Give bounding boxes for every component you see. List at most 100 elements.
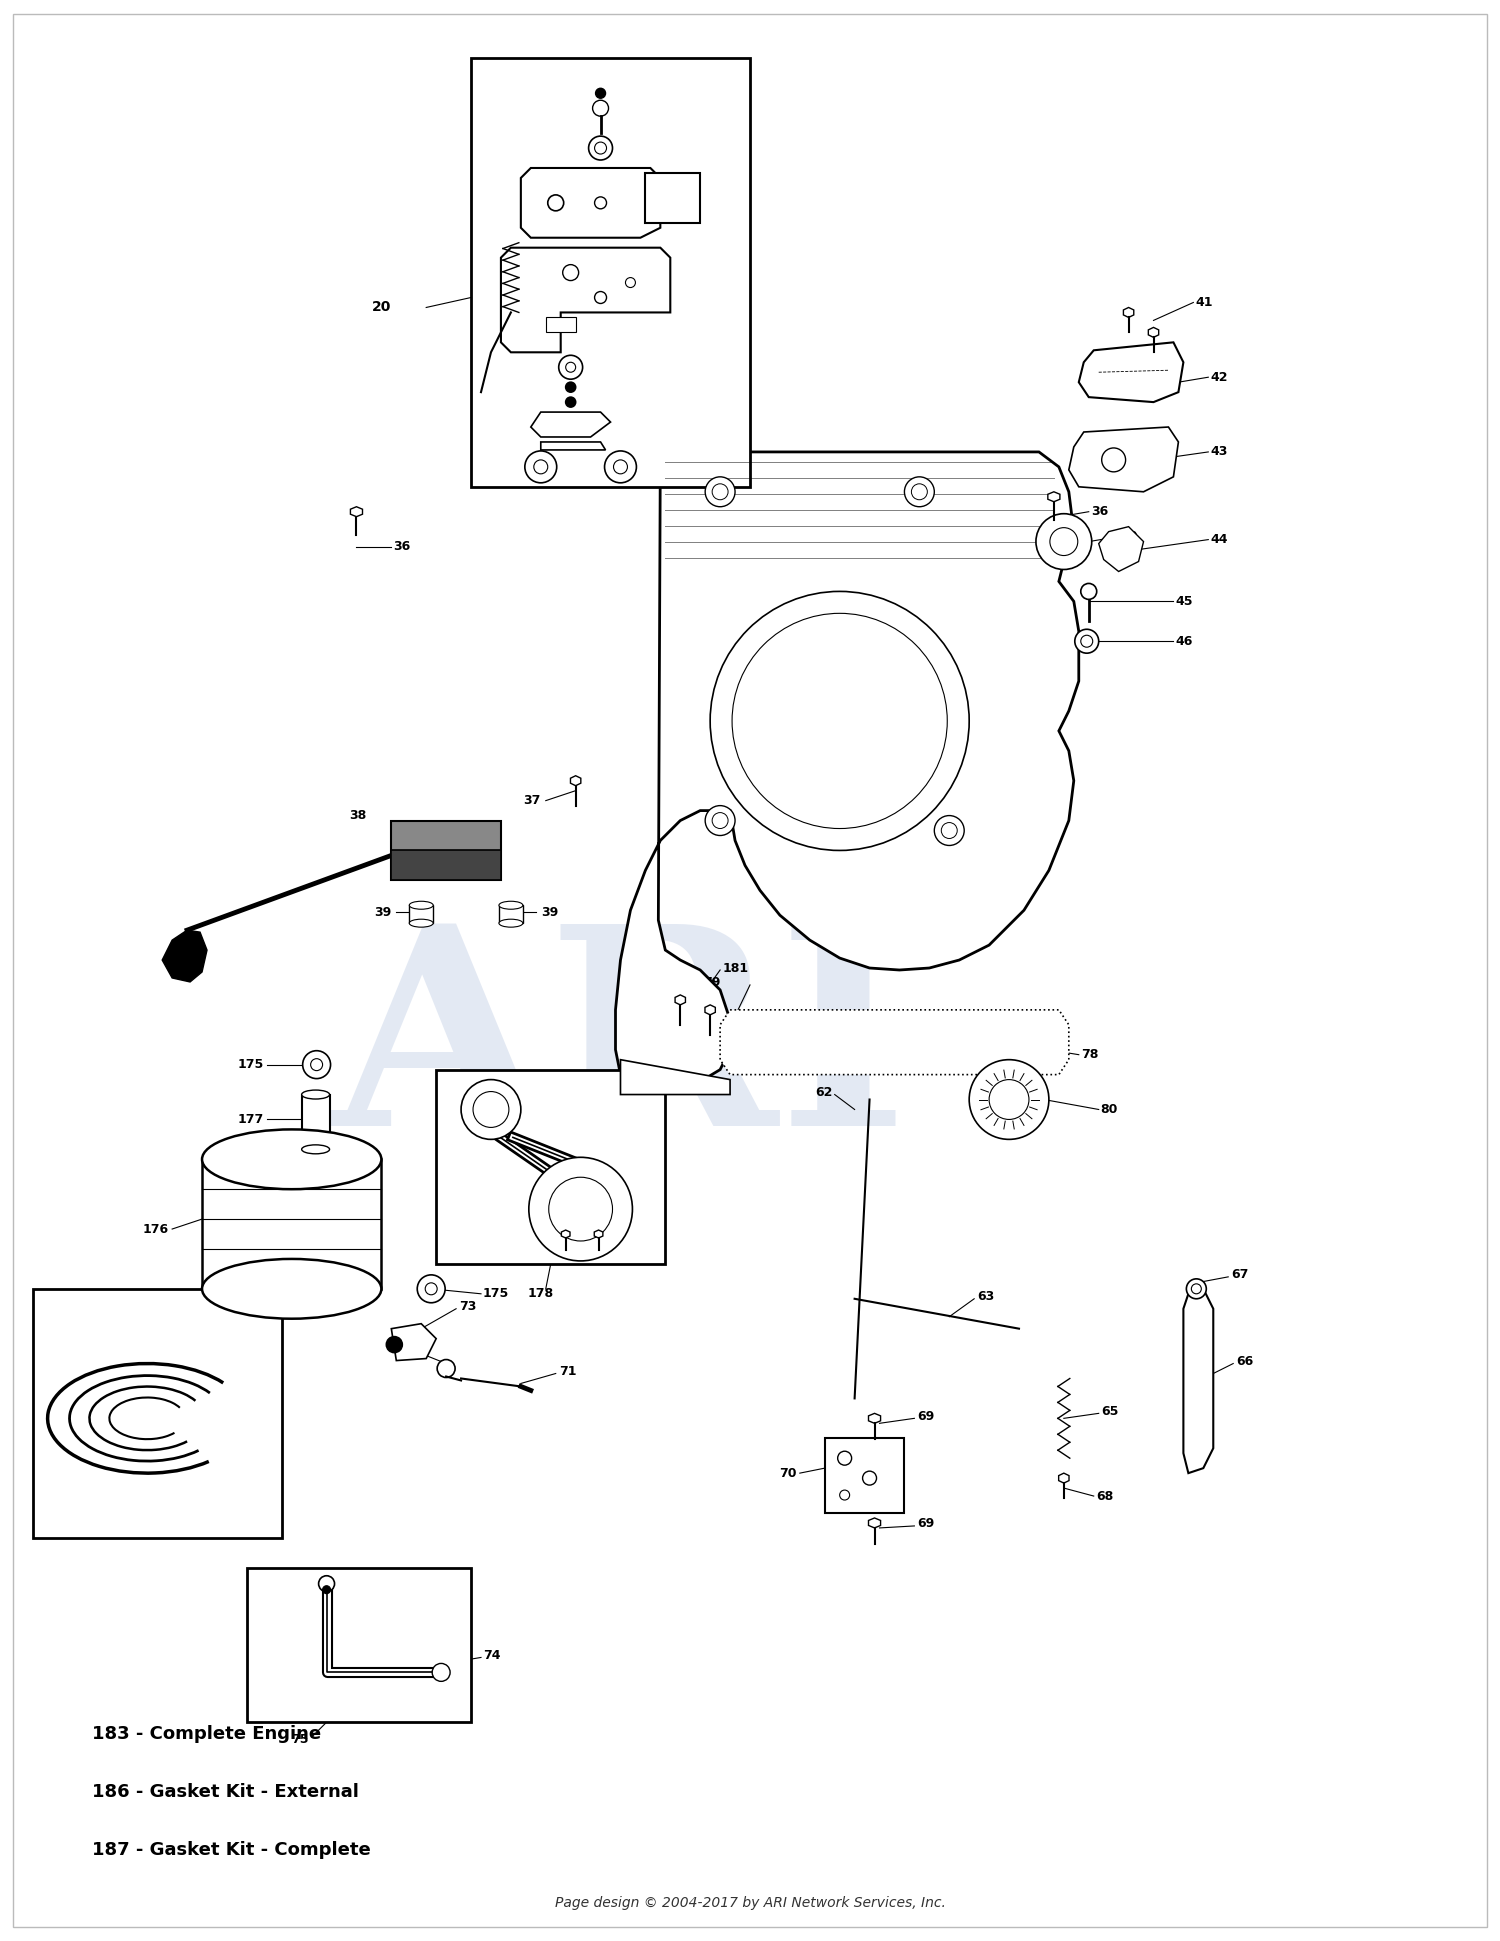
Text: 39: 39 [542,906,558,918]
Circle shape [525,450,556,483]
Circle shape [424,1283,436,1295]
Text: 183 - Complete Engine: 183 - Complete Engine [93,1726,321,1743]
Text: 67: 67 [1232,1267,1248,1281]
Circle shape [530,1157,633,1262]
Circle shape [566,398,576,408]
Circle shape [969,1060,1048,1139]
Text: 42: 42 [1210,371,1228,384]
Circle shape [594,196,606,210]
Text: 74: 74 [483,1650,501,1661]
Circle shape [626,278,636,287]
Text: 46: 46 [1176,635,1192,648]
Polygon shape [594,1231,603,1238]
Circle shape [303,1050,330,1079]
Polygon shape [542,443,606,450]
Ellipse shape [410,901,434,908]
Text: 68: 68 [1096,1489,1114,1502]
Polygon shape [1149,328,1158,338]
Circle shape [1101,448,1125,472]
Text: 79: 79 [702,976,720,990]
Circle shape [705,806,735,835]
Circle shape [1082,635,1092,646]
Text: 62: 62 [816,1087,833,1099]
Circle shape [904,477,934,507]
Bar [33,1289,282,1537]
Circle shape [436,1359,454,1378]
Text: 181: 181 [722,961,748,974]
Circle shape [566,382,576,392]
Ellipse shape [410,920,434,928]
Circle shape [942,823,957,839]
Polygon shape [351,507,363,516]
Polygon shape [561,1231,570,1238]
Circle shape [322,1586,330,1594]
Bar [248,1568,471,1722]
Circle shape [588,136,612,159]
Circle shape [548,194,564,212]
Text: Page design © 2004-2017 by ARI Network Services, Inc.: Page design © 2004-2017 by ARI Network S… [555,1896,945,1910]
Circle shape [594,142,606,153]
Circle shape [1036,514,1092,569]
Text: 43: 43 [1210,444,1227,458]
Bar [471,58,750,487]
Polygon shape [1184,1289,1214,1473]
Text: 178: 178 [528,1287,554,1300]
Circle shape [840,1491,849,1500]
Polygon shape [621,1060,730,1095]
Polygon shape [615,452,1078,1087]
Text: 170: 170 [63,1526,88,1539]
Circle shape [1082,584,1096,600]
Text: 177: 177 [237,1112,264,1126]
Polygon shape [531,411,610,437]
Ellipse shape [302,1091,330,1099]
Circle shape [604,450,636,483]
Text: 76: 76 [452,1615,468,1627]
Polygon shape [1098,526,1143,571]
Circle shape [432,1663,450,1681]
Text: 39: 39 [374,906,392,918]
Bar [436,1069,666,1264]
Circle shape [1191,1283,1202,1295]
Circle shape [988,1079,1029,1120]
Circle shape [562,264,579,281]
Circle shape [594,291,606,303]
Circle shape [912,483,927,499]
Text: 37: 37 [524,794,542,807]
Polygon shape [868,1413,880,1423]
Text: 35: 35 [642,460,660,474]
Circle shape [318,1576,334,1592]
Circle shape [472,1091,508,1128]
Ellipse shape [500,901,523,908]
Text: 71: 71 [558,1365,576,1378]
Circle shape [1050,528,1078,555]
Text: 175: 175 [483,1287,508,1300]
Circle shape [712,483,728,499]
Text: 72: 72 [402,1345,418,1359]
Text: 175: 175 [237,1058,264,1071]
Circle shape [534,460,548,474]
Ellipse shape [302,1145,330,1153]
Text: ARI: ARI [333,916,909,1184]
Circle shape [592,101,609,116]
Text: 73: 73 [459,1300,477,1314]
Text: 69: 69 [918,1409,934,1423]
Text: 63: 63 [976,1291,994,1302]
Ellipse shape [202,1130,381,1190]
Text: 176: 176 [142,1223,170,1236]
Text: 44: 44 [1210,534,1228,545]
Text: 20: 20 [372,301,392,314]
Bar [302,1095,330,1149]
Text: 36: 36 [1090,505,1108,518]
Bar [410,905,434,924]
Circle shape [837,1452,852,1465]
Polygon shape [1070,427,1179,491]
Circle shape [712,813,728,829]
Text: 41: 41 [1196,295,1214,309]
Text: 45: 45 [1176,594,1192,608]
Polygon shape [1048,491,1060,501]
Circle shape [558,355,582,378]
Circle shape [614,460,627,474]
Polygon shape [520,169,660,237]
Text: 75: 75 [291,1733,309,1745]
Circle shape [1186,1279,1206,1299]
